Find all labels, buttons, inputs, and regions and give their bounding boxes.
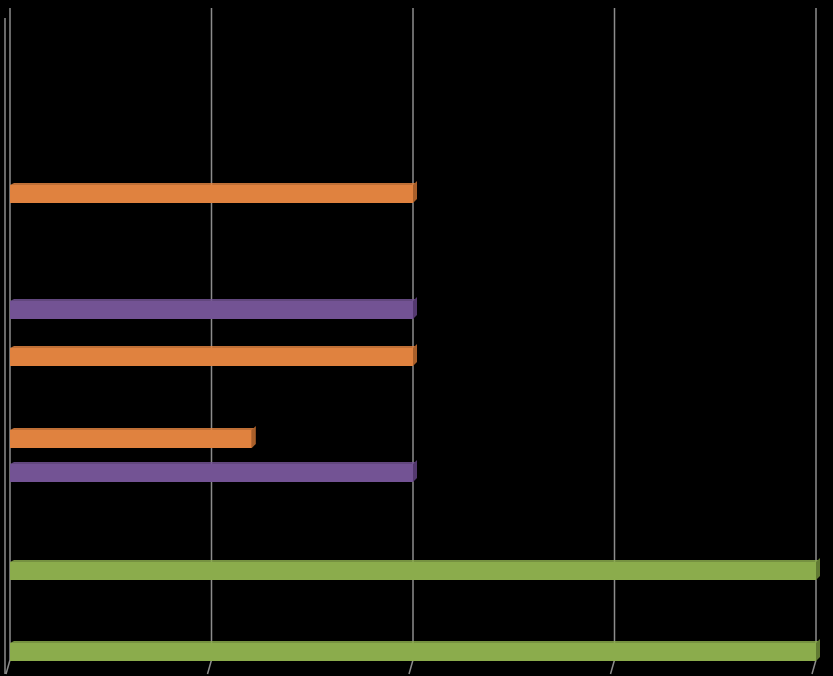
- bar-2-front: [10, 301, 413, 319]
- bar-7-side: [816, 639, 820, 661]
- bar-3-front: [10, 348, 413, 366]
- bar-5: [10, 460, 417, 482]
- bar-3: [10, 344, 417, 366]
- bar-4-front: [10, 430, 252, 448]
- bar-7-front: [10, 643, 816, 661]
- bar-1-side: [413, 181, 417, 203]
- bar-6: [10, 558, 820, 580]
- bar-6-top: [10, 560, 820, 562]
- bar-6-front: [10, 562, 816, 580]
- bar-layer: [10, 181, 820, 661]
- bar-7: [10, 639, 820, 661]
- bar-1-top: [10, 183, 417, 185]
- bar-6-side: [816, 558, 820, 580]
- bar-2-side: [413, 297, 417, 319]
- grid-layer: [4, 8, 817, 675]
- bar-7-top: [10, 641, 820, 643]
- bar-5-top: [10, 462, 417, 464]
- bar-1-front: [10, 185, 413, 203]
- bar-2-top: [10, 299, 417, 301]
- gridline-floor-2: [408, 659, 414, 675]
- bar-4: [10, 426, 256, 448]
- bar-5-side: [413, 460, 417, 482]
- gridline-floor-4: [811, 659, 817, 675]
- gridline-floor-0: [5, 659, 11, 675]
- bar-3-side: [413, 344, 417, 366]
- bar-4-side: [251, 426, 256, 448]
- bar-5-front: [10, 464, 413, 482]
- bar-4-top: [10, 428, 256, 430]
- gridline-floor-3: [609, 659, 616, 675]
- gridline-floor-1: [206, 659, 213, 675]
- bar-1: [10, 181, 417, 203]
- bar-3-top: [10, 346, 417, 348]
- bar-2: [10, 297, 417, 319]
